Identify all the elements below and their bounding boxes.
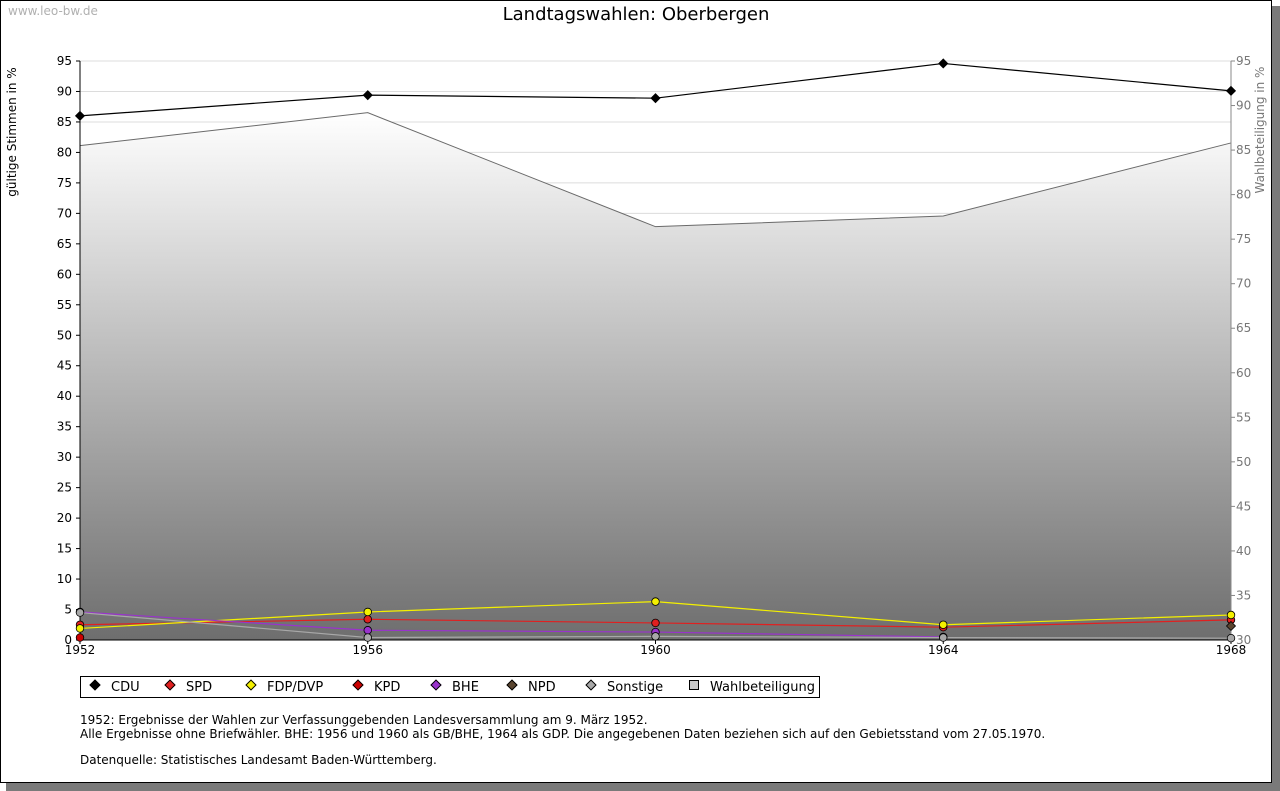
legend-marker-kpd — [352, 679, 364, 691]
y-tick-label-5: 5 — [64, 603, 72, 617]
point-bhe-1956 — [363, 626, 372, 635]
y-tick-label-15: 15 — [57, 542, 72, 556]
point-cdu-1964 — [938, 58, 949, 69]
y2-tick-label-90: 90 — [1236, 99, 1251, 113]
legend-marker-npd — [506, 679, 518, 691]
footnote-general: Alle Ergebnisse ohne Briefwähler. BHE: 1… — [80, 727, 1046, 741]
y-tick-label-0: 0 — [64, 633, 72, 647]
point-cdu-1956 — [362, 90, 373, 101]
y2-tick-label-60: 60 — [1236, 366, 1251, 380]
series-line-cdu — [79, 62, 1232, 117]
point-npd-1968 — [1225, 620, 1237, 632]
legend-marker-spd — [164, 679, 176, 691]
turnout-area — [80, 112, 1231, 640]
point-cdu-1952 — [74, 110, 86, 121]
y-tick-label-45: 45 — [57, 359, 72, 373]
y2-tick-label-35: 35 — [1236, 588, 1251, 602]
legend-marker-sonstige — [585, 679, 597, 691]
election-chart: 0 5 10 15 20 25 30 35 40 45 50 55 60 65 70 75 80 85 90 95 30… — [5, 54, 1267, 657]
watermark: www.leo-bw.de — [8, 4, 98, 18]
series-markers — [74, 58, 1237, 643]
y2-tick-label-55: 55 — [1236, 410, 1251, 424]
legend-label-spd: SPD — [186, 680, 213, 695]
legend: CDU SPD FDP/DVP KPD BHE NPD Sonstige Wahlbeteil… — [80, 676, 820, 698]
x-tick-label-1964: 1964 — [928, 643, 959, 657]
point-fdp-dvp-1960 — [651, 597, 660, 606]
y-tick-label-65: 65 — [57, 237, 72, 251]
frame-shadow-bottom — [6, 783, 1280, 791]
x-tick-label-1952: 1952 — [65, 643, 96, 657]
legend-label-npd: NPD — [528, 680, 556, 695]
y-tick-label-80: 80 — [57, 145, 72, 159]
y-tick-label-25: 25 — [57, 481, 72, 495]
y2-tick-label-45: 45 — [1236, 499, 1251, 513]
legend-label-kpd: KPD — [374, 680, 401, 695]
point-kpd-1952 — [75, 633, 85, 642]
footnote-1952: 1952: Ergebnisse der Wahlen zur Verfassu… — [80, 713, 648, 727]
y2-tick-label-70: 70 — [1236, 277, 1251, 291]
y-tick-label-75: 75 — [57, 176, 72, 190]
point-spd-1960 — [651, 618, 660, 628]
point-cdu-1968 — [1225, 85, 1237, 96]
y-tick-label-35: 35 — [57, 420, 72, 434]
y-tick-label-50: 50 — [57, 328, 72, 342]
y2-tick-label-30: 30 — [1236, 633, 1251, 647]
y-tick-label-10: 10 — [57, 572, 72, 586]
y2-tick-label-85: 85 — [1236, 143, 1251, 157]
legend-marker-fdp-dvp — [245, 679, 257, 691]
legend-marker-bhe — [430, 679, 442, 691]
y-tick-label-20: 20 — [57, 511, 72, 525]
data-source: Datenquelle: Statistisches Landesamt Bad… — [80, 753, 437, 767]
y-tick-label-90: 90 — [57, 84, 72, 98]
y2-tick-label-40: 40 — [1236, 544, 1251, 558]
y2-tick-label-65: 65 — [1236, 321, 1251, 335]
turnout-area-layer — [79, 112, 1232, 640]
chart-title: Landtagswahlen: Oberbergen — [502, 4, 770, 25]
y-tick-label-55: 55 — [57, 298, 72, 312]
y2-tick-label-95: 95 — [1236, 54, 1251, 68]
x-tick-label-1968: 1968 — [1216, 643, 1247, 657]
legend-label-cdu: CDU — [111, 680, 140, 695]
frame-shadow-right — [1272, 6, 1280, 791]
legend-label-fdp-dvp: FDP/DVP — [267, 680, 324, 695]
point-sonstige-1964 — [939, 633, 948, 642]
series-line-bhe — [79, 611, 944, 638]
point-spd-1956 — [363, 615, 372, 624]
point-fdp-dvp-1964 — [939, 620, 948, 629]
y-axis-title: gültige Stimmen in % — [5, 67, 19, 196]
point-fdp-dvp-1952 — [75, 624, 85, 633]
axes: 0 5 10 15 20 25 30 35 40 45 50 55 60 65 70 75 80 85 90 95 30… — [57, 54, 1252, 657]
point-fdp-dvp-1956 — [363, 607, 372, 617]
y2-tick-label-75: 75 — [1236, 232, 1251, 246]
point-sonstige-1952 — [75, 608, 85, 617]
y-tick-label-40: 40 — [57, 389, 72, 403]
y2-axis-title: Wahlbeteiligung in % — [1253, 67, 1267, 194]
point-fdp-dvp-1968 — [1226, 610, 1236, 620]
x-tick-label-1960: 1960 — [640, 643, 671, 657]
turnout-line — [79, 112, 1232, 228]
legend-marker-cdu — [89, 679, 101, 691]
footnotes: 1952: Ergebnisse der Wahlen zur Verfassu… — [80, 713, 1045, 767]
y-tick-label-60: 60 — [57, 267, 72, 281]
point-sonstige-1960 — [651, 632, 660, 641]
y2-tick-label-50: 50 — [1236, 455, 1251, 469]
legend-label-wahlbeteiligung: Wahlbeteiligung — [710, 680, 816, 695]
y-tick-label-70: 70 — [57, 206, 72, 220]
y2-tick-label-80: 80 — [1236, 188, 1251, 202]
legend-label-bhe: BHE — [452, 680, 479, 695]
x-tick-label-1956: 1956 — [352, 643, 383, 657]
point-sonstige-1956 — [363, 633, 372, 642]
legend-label-sonstige: Sonstige — [607, 680, 664, 695]
y-tick-label-95: 95 — [57, 54, 72, 68]
y-tick-label-30: 30 — [57, 450, 72, 464]
point-sonstige-1968 — [1226, 633, 1236, 643]
y-tick-label-85: 85 — [57, 115, 72, 129]
point-cdu-1960 — [650, 93, 661, 104]
legend-marker-wahlbeteiligung — [689, 680, 699, 690]
